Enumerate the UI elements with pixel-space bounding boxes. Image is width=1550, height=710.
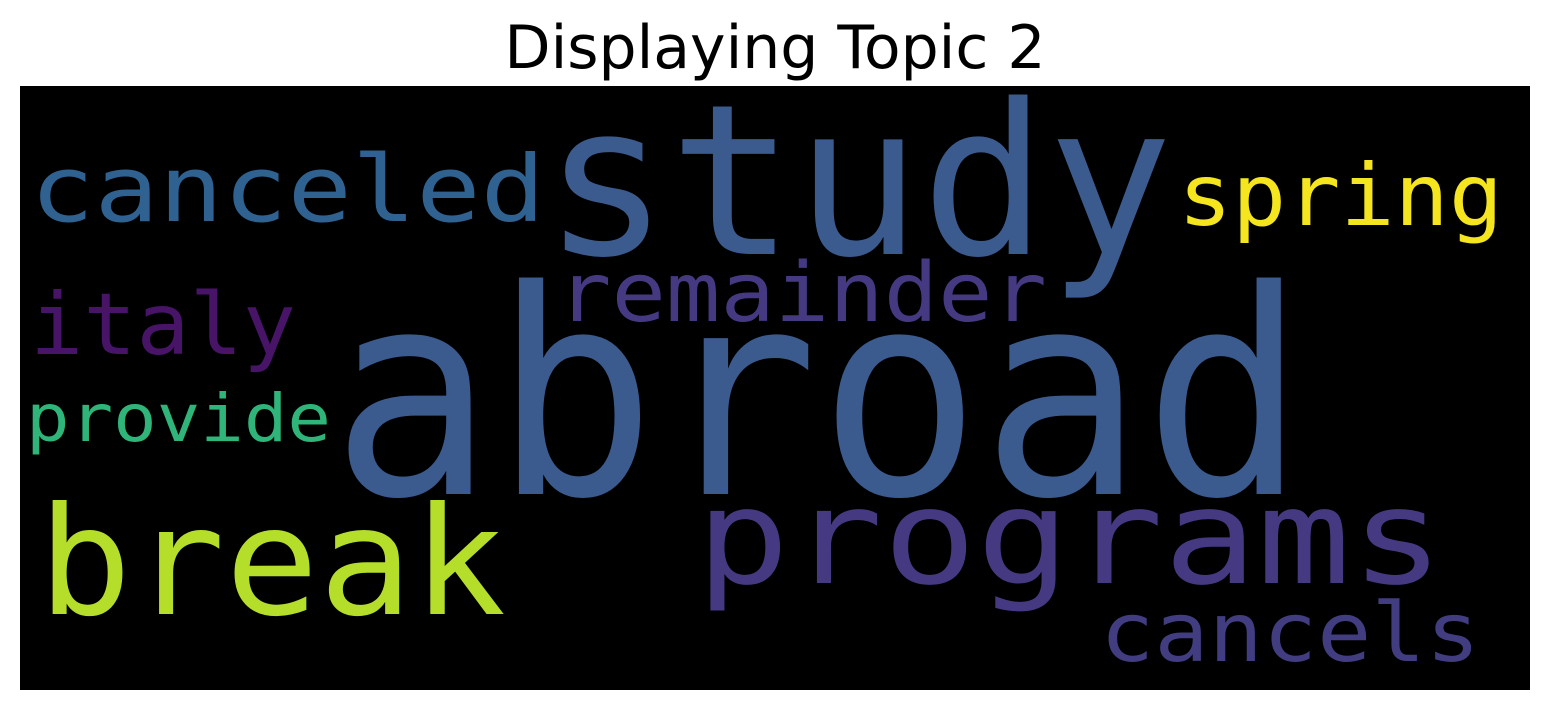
word-spring: spring bbox=[1178, 146, 1503, 246]
word-study: study bbox=[543, 86, 1173, 304]
word-abroad: abroad bbox=[331, 230, 1306, 562]
word-cloud-panel: abroad study programs break canceled spr… bbox=[20, 86, 1530, 690]
word-break: break bbox=[38, 476, 506, 650]
word-italy: italy bbox=[30, 275, 296, 375]
word-canceled: canceled bbox=[30, 136, 545, 243]
word-cancels: cancels bbox=[1100, 586, 1480, 681]
word-remainder: remainder bbox=[557, 246, 1047, 341]
figure-title: Displaying Topic 2 bbox=[504, 13, 1046, 83]
word-programs: programs bbox=[696, 461, 1444, 615]
word-provide: provide bbox=[26, 380, 331, 457]
word-cloud: abroad study programs break canceled spr… bbox=[26, 86, 1503, 681]
